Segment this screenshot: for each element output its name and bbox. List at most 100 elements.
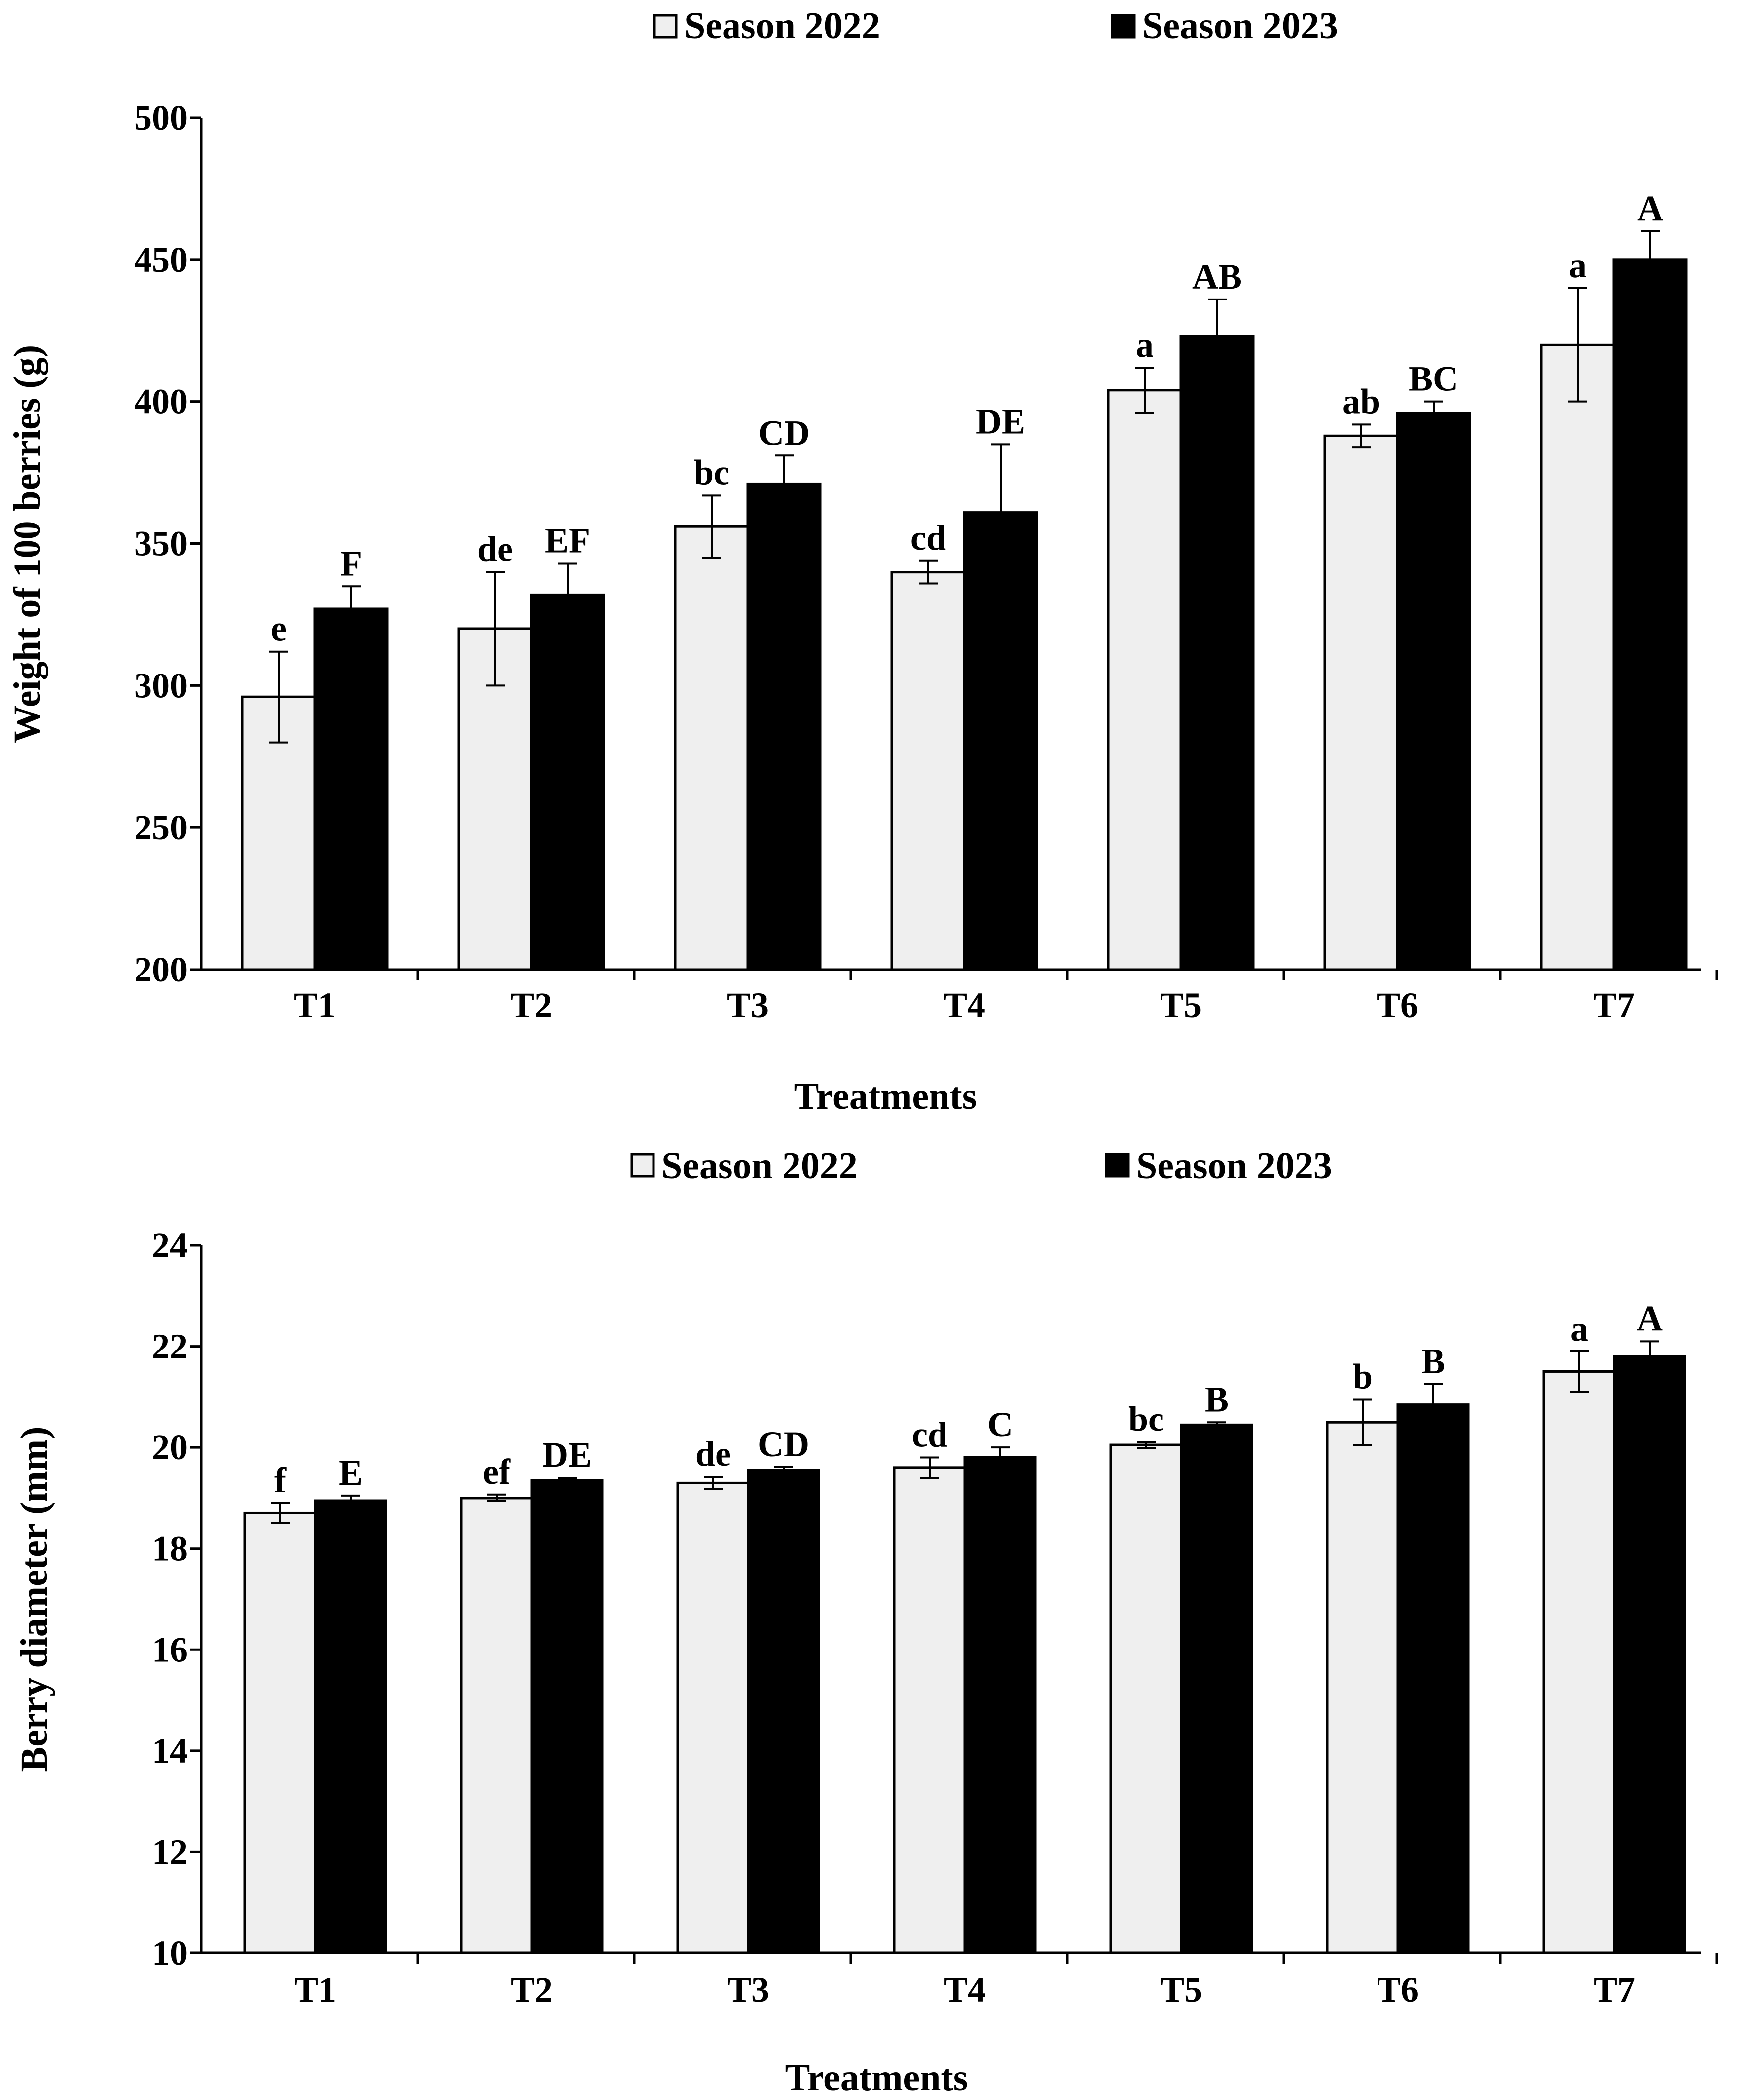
- significance-label-season-2022-t2: de: [477, 529, 513, 569]
- legend-swatch-season-2023: [1111, 14, 1136, 39]
- x-category-label-t5: T5: [1160, 985, 1202, 1025]
- bar-season-2023-t2: [530, 593, 605, 971]
- legend-swatch-season-2022: [630, 1153, 655, 1178]
- y-tick-label: 200: [134, 950, 188, 989]
- y-tick-label: 350: [134, 524, 188, 564]
- significance-label-season-2022-t2: ef: [483, 1452, 511, 1492]
- bar-season-2023-t7: [1612, 258, 1688, 971]
- y-tick-label: 10: [152, 1933, 188, 1973]
- error-bar-season-2023-t3: [775, 454, 794, 514]
- x-category-label-t2: T2: [510, 985, 552, 1025]
- x-category-label-t7: T7: [1593, 985, 1635, 1025]
- y-ticks: 10 12 14 16 18 20 22 24: [152, 1225, 201, 1973]
- legend-label-season-2022: Season 2022: [661, 1145, 858, 1187]
- bar-season-2023-t1: [313, 607, 389, 971]
- y-tick-label: 16: [152, 1630, 188, 1669]
- significance-label-season-2023-t6: B: [1421, 1342, 1445, 1381]
- significance-label-season-2023-t3: CD: [758, 1425, 809, 1464]
- error-bar-season-2023-t7: [1640, 1340, 1659, 1373]
- y-tick-label: 250: [134, 808, 188, 847]
- legend-item-season-2022: Season 2022: [653, 5, 880, 47]
- bar-season-2022-t5: [1109, 1443, 1183, 1954]
- significance-label-season-2023-t2: DE: [542, 1435, 592, 1475]
- error-bar-season-2023-t1: [341, 1494, 360, 1507]
- bar-season-2023-t6: [1396, 412, 1471, 971]
- significance-label-season-2022-t7: a: [1569, 245, 1587, 285]
- significance-label-season-2023-t7: A: [1637, 189, 1663, 228]
- error-bar-season-2022-t7: [1568, 287, 1587, 403]
- significance-label-season-2022-t5: a: [1136, 325, 1154, 365]
- error-bar-season-2023-t6: [1424, 1383, 1443, 1426]
- x-category-label-t1: T1: [294, 985, 336, 1025]
- error-bar-season-2022-t6: [1353, 1398, 1372, 1446]
- error-bar-season-2023-t5: [1208, 298, 1227, 375]
- bar-season-2022-t2: [460, 1497, 533, 1954]
- x-category-label-t6: T6: [1377, 1970, 1419, 2010]
- weight-chart: Season 2022 Season 2023 200 250 300 350 400 4…: [6, 5, 1718, 1117]
- legend-label-season-2022: Season 2022: [684, 5, 880, 47]
- x-axis-title: Treatments: [785, 2057, 968, 2099]
- significance-label-season-2022-t7: a: [1570, 1309, 1588, 1349]
- bar-season-2022-t1: [243, 1511, 317, 1954]
- y-tick-label: 18: [152, 1529, 188, 1569]
- x-category-label-t4: T4: [944, 985, 985, 1025]
- x-category-label-t1: T1: [294, 1970, 336, 2010]
- error-bar-season-2022-t4: [919, 559, 938, 585]
- bar-season-2023-t6: [1396, 1403, 1470, 1954]
- bar-season-2022-t6: [1323, 434, 1399, 971]
- x-category-label-t4: T4: [944, 1970, 986, 2010]
- error-bar-season-2022-t2: [487, 1493, 506, 1503]
- x-axis-title: Treatments: [794, 1075, 977, 1117]
- significance-label-season-2022-t3: de: [695, 1434, 731, 1474]
- y-axis-title: Weight of 100 berries (g): [6, 345, 48, 743]
- y-tick-label: 300: [134, 666, 188, 705]
- error-bar-season-2023-t1: [342, 585, 361, 633]
- bar-season-2023-t5: [1180, 1423, 1253, 1954]
- significance-label-season-2023-t5: B: [1205, 1379, 1229, 1419]
- bar-season-2023-t3: [747, 1469, 820, 1954]
- significance-label-season-2023-t4: DE: [976, 401, 1025, 441]
- significance-label-season-2022-t6: ab: [1342, 381, 1380, 421]
- y-tick-label: 400: [134, 382, 188, 422]
- y-axis-title: Berry diameter (mm): [13, 1427, 55, 1772]
- bar-season-2022-t3: [676, 1481, 750, 1954]
- significance-label-season-2022-t3: bc: [694, 452, 729, 492]
- legend-item-season-2023: Season 2023: [1111, 5, 1338, 47]
- x-ticks: T1 T2 T3 T4 T5 T6 T7: [294, 970, 1718, 1025]
- error-bar-season-2022-t4: [920, 1456, 939, 1479]
- y-ticks: 200 250 300 350 400 450 500: [134, 98, 201, 989]
- error-bar-season-2022-t1: [269, 650, 288, 744]
- significance-label-season-2023-t4: C: [987, 1405, 1013, 1444]
- error-bar-season-2023-t2: [558, 562, 577, 627]
- significance-label-season-2022-t1: e: [271, 609, 287, 649]
- bar-season-2023-t2: [530, 1479, 604, 1954]
- x-category-label-t3: T3: [727, 1970, 769, 2010]
- bar-season-2022-t3: [674, 525, 749, 971]
- x-category-label-t3: T3: [727, 985, 769, 1025]
- y-tick-label: 20: [152, 1427, 188, 1467]
- bar-season-2022-t6: [1326, 1421, 1399, 1954]
- error-bar-season-2023-t4: [991, 443, 1010, 582]
- significance-label-season-2023-t1: F: [340, 543, 362, 583]
- error-bar-season-2022-t5: [1135, 367, 1154, 414]
- error-bar-season-2022-t5: [1137, 1440, 1156, 1449]
- legend-label-season-2023: Season 2023: [1142, 5, 1338, 47]
- legend: Season 2022 Season 2023: [630, 1145, 1332, 1187]
- y-tick-label: 14: [152, 1731, 188, 1771]
- significance-label-season-2023-t6: BC: [1409, 359, 1458, 399]
- significance-label-season-2023-t3: CD: [758, 413, 810, 452]
- legend-label-season-2023: Season 2023: [1136, 1145, 1332, 1187]
- bar-season-2023-t4: [963, 1456, 1037, 1954]
- bar-season-2023-t1: [314, 1499, 387, 1954]
- significance-label-season-2022-t6: b: [1353, 1356, 1373, 1396]
- x-category-label-t6: T6: [1377, 985, 1418, 1025]
- error-bar-season-2022-t1: [271, 1502, 290, 1524]
- y-tick-label: 24: [152, 1225, 188, 1265]
- bar-season-2022-t4: [893, 1466, 966, 1954]
- x-category-label-t5: T5: [1161, 1970, 1202, 2010]
- x-category-label-t2: T2: [511, 1970, 553, 2010]
- significance-label-season-2023-t2: EF: [545, 521, 590, 561]
- significance-label-season-2022-t1: f: [274, 1460, 287, 1500]
- significance-label-season-2022-t4: cd: [910, 518, 946, 558]
